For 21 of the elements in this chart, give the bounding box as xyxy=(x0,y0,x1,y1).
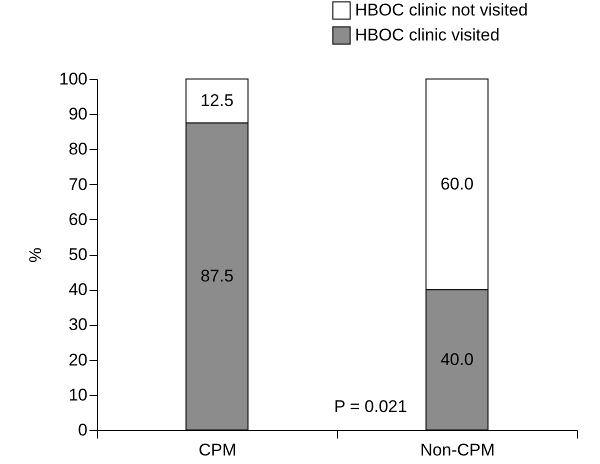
y-tick-label: 40 xyxy=(68,280,88,300)
y-tick-label: 60 xyxy=(68,210,88,229)
y-tick-label: 10 xyxy=(68,385,88,404)
y-tick-label: 0 xyxy=(78,420,88,440)
y-tick-label: 90 xyxy=(68,104,88,124)
legend-label: HBOC clinic not visited xyxy=(355,0,528,20)
y-tick-label: 80 xyxy=(68,140,88,159)
y-axis-title: % xyxy=(26,247,46,263)
y-tick-label: 50 xyxy=(68,245,88,264)
x-tick-label: CPM xyxy=(198,440,236,460)
data-label: 40.0 xyxy=(440,350,474,369)
data-label: 87.5 xyxy=(200,266,234,286)
data-label: 60.0 xyxy=(440,174,474,194)
y-tick-label: 70 xyxy=(68,174,88,194)
y-tick-label: 30 xyxy=(68,315,88,334)
legend-label: HBOC clinic visited xyxy=(355,26,500,44)
y-tick-label: 100 xyxy=(59,70,88,88)
annotation: P = 0.021 xyxy=(334,397,408,416)
x-tick-label: Non-CPM xyxy=(420,440,495,460)
y-tick-label: 20 xyxy=(68,350,88,370)
data-label: 12.5 xyxy=(200,90,234,110)
